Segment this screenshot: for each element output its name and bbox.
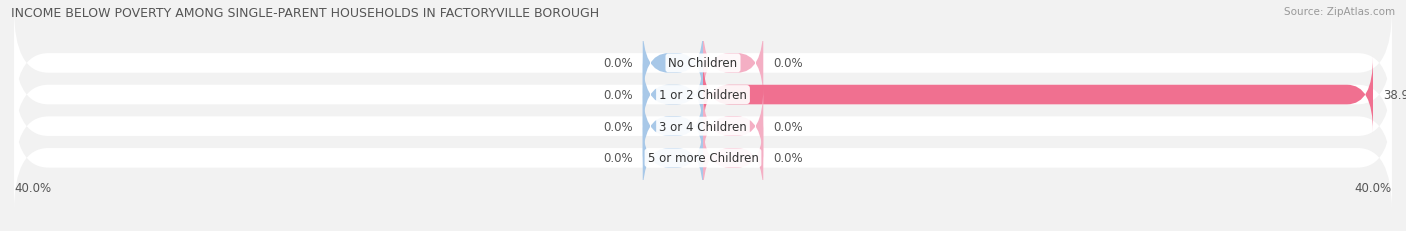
FancyBboxPatch shape (643, 121, 703, 196)
FancyBboxPatch shape (643, 89, 703, 164)
Text: 1 or 2 Children: 1 or 2 Children (659, 89, 747, 102)
FancyBboxPatch shape (703, 58, 1374, 133)
Text: 0.0%: 0.0% (603, 57, 633, 70)
Text: 38.9%: 38.9% (1384, 89, 1406, 102)
FancyBboxPatch shape (703, 121, 763, 196)
Text: 0.0%: 0.0% (773, 120, 803, 133)
Text: 0.0%: 0.0% (603, 152, 633, 165)
Text: 3 or 4 Children: 3 or 4 Children (659, 120, 747, 133)
Text: 0.0%: 0.0% (773, 57, 803, 70)
Text: 40.0%: 40.0% (14, 181, 51, 194)
Text: 0.0%: 0.0% (603, 89, 633, 102)
Text: 5 or more Children: 5 or more Children (648, 152, 758, 165)
FancyBboxPatch shape (643, 58, 703, 133)
Text: INCOME BELOW POVERTY AMONG SINGLE-PARENT HOUSEHOLDS IN FACTORYVILLE BOROUGH: INCOME BELOW POVERTY AMONG SINGLE-PARENT… (11, 7, 599, 20)
FancyBboxPatch shape (14, 10, 1392, 117)
Text: 0.0%: 0.0% (603, 120, 633, 133)
Legend: Single Father, Single Mother: Single Father, Single Mother (599, 228, 807, 231)
Text: 0.0%: 0.0% (773, 152, 803, 165)
FancyBboxPatch shape (14, 105, 1392, 211)
FancyBboxPatch shape (14, 42, 1392, 148)
FancyBboxPatch shape (703, 89, 763, 164)
FancyBboxPatch shape (14, 73, 1392, 180)
Text: 40.0%: 40.0% (1355, 181, 1392, 194)
FancyBboxPatch shape (703, 26, 763, 101)
Text: No Children: No Children (668, 57, 738, 70)
FancyBboxPatch shape (643, 26, 703, 101)
Text: Source: ZipAtlas.com: Source: ZipAtlas.com (1284, 7, 1395, 17)
